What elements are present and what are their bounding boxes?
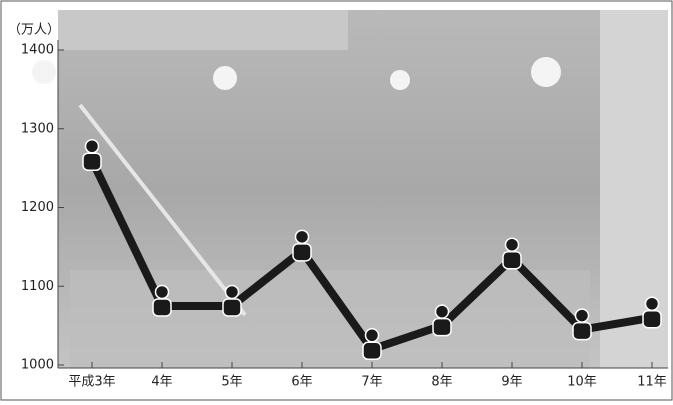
marker-body <box>292 243 312 262</box>
marker-head <box>434 304 450 319</box>
marker-head <box>84 139 100 154</box>
person-marker <box>292 229 312 262</box>
person-marker <box>432 304 452 337</box>
marker-head <box>504 237 520 252</box>
x-tick-label: 10年 <box>567 375 597 390</box>
marker-body <box>152 298 172 317</box>
marker-head <box>154 284 170 300</box>
marker-head <box>294 229 310 245</box>
y-tick-label: 1300 <box>21 121 54 136</box>
photo-ceiling <box>58 10 348 50</box>
marker-body <box>572 321 592 341</box>
person-marker <box>82 139 102 171</box>
photo-railing <box>78 103 247 317</box>
person-marker <box>572 308 592 341</box>
photo-light <box>213 66 237 90</box>
x-tick-label: 5年 <box>221 375 242 390</box>
marker-head <box>224 284 240 300</box>
marker-body <box>222 298 242 317</box>
person-marker <box>642 296 662 329</box>
person-marker <box>362 328 382 360</box>
y-tick-label: 1100 <box>21 279 54 294</box>
y-tick-label: 1000 <box>21 358 54 373</box>
photo-light <box>32 60 56 84</box>
marker-body <box>642 310 662 329</box>
marker-head <box>644 296 660 311</box>
y-axis-label: （万人） <box>8 23 60 38</box>
marker-head <box>574 308 590 323</box>
x-tick-label: 8年 <box>431 375 452 390</box>
x-tick-label: 9年 <box>501 375 522 390</box>
marker-body <box>432 317 452 337</box>
x-tick-label: 6年 <box>291 375 312 390</box>
x-tick-label: 11年 <box>637 375 667 390</box>
x-tick-label: 7年 <box>361 375 382 390</box>
person-marker <box>152 284 172 317</box>
marker-body <box>82 152 102 171</box>
y-tick-label: 1400 <box>21 43 54 58</box>
marker-body <box>362 341 382 360</box>
x-tick-label: 平成3年 <box>68 375 115 390</box>
marker-head <box>364 328 380 343</box>
photo-light <box>531 57 561 87</box>
photo-light <box>390 70 410 90</box>
y-tick-label: 1200 <box>21 200 54 215</box>
person-marker <box>502 237 522 270</box>
marker-body <box>502 250 522 270</box>
person-marker <box>222 284 242 317</box>
x-tick-label: 4年 <box>151 375 172 390</box>
